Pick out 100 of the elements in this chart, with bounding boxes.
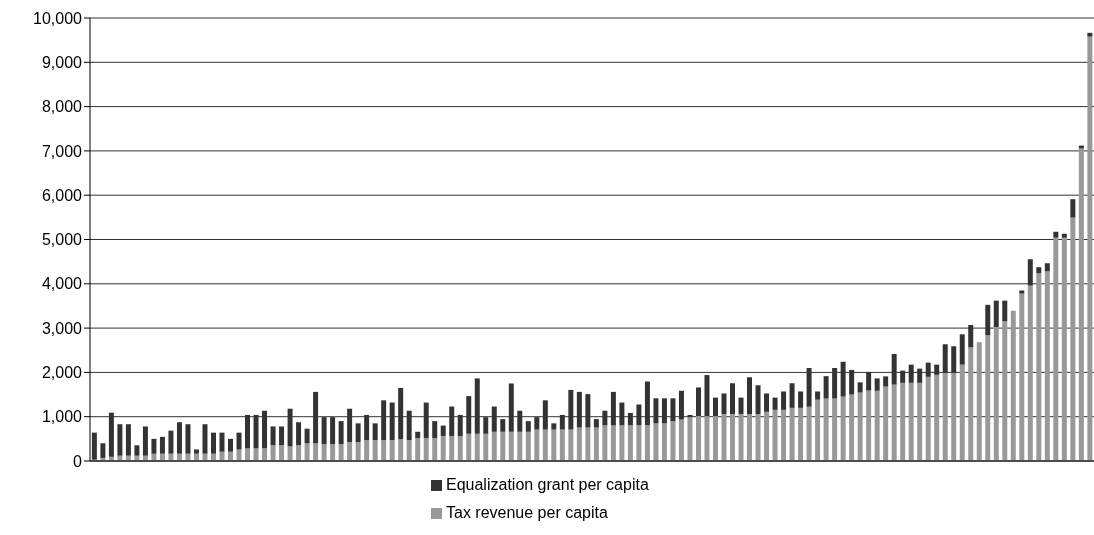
bar [951, 372, 957, 461]
bar [253, 414, 259, 449]
bar [1002, 321, 1008, 461]
bar [534, 429, 540, 461]
bar [806, 406, 812, 461]
bar [321, 444, 327, 461]
y-tick-label: 8,000 [41, 98, 83, 116]
bar [1044, 271, 1050, 461]
bar [270, 445, 276, 461]
bar [849, 394, 855, 461]
y-tick-label: 6,000 [41, 186, 83, 204]
bar [449, 406, 455, 436]
bar [1019, 290, 1025, 294]
bar [262, 448, 268, 461]
bar [764, 411, 770, 461]
bar [593, 419, 599, 428]
bar [738, 397, 744, 415]
y-tick-label: 4,000 [41, 275, 83, 293]
bar [381, 440, 387, 461]
bar [551, 429, 557, 461]
bar [934, 364, 940, 375]
bar [168, 430, 174, 454]
bar [381, 400, 387, 441]
bar [585, 427, 591, 461]
bar [815, 391, 821, 400]
bar [108, 412, 114, 457]
bar [866, 390, 872, 461]
bar [781, 391, 787, 410]
bar [661, 398, 667, 424]
bar [712, 397, 718, 417]
bar [968, 325, 974, 348]
bar [500, 431, 506, 461]
bar [832, 398, 838, 461]
bar [755, 414, 761, 461]
bar [568, 429, 574, 461]
bar [1053, 237, 1059, 461]
bar [721, 393, 727, 415]
bar [806, 367, 812, 407]
bar [338, 421, 344, 445]
bar [576, 391, 582, 428]
bar [551, 423, 557, 430]
bar [253, 448, 259, 461]
bar [849, 369, 855, 395]
bar [610, 391, 616, 426]
bar [1036, 267, 1042, 274]
legend-label: Equalization grant per capita [446, 476, 649, 494]
bar [687, 414, 693, 418]
bar [457, 414, 463, 436]
bar [678, 419, 684, 461]
bar [755, 385, 761, 415]
bar [313, 391, 319, 444]
bar [474, 378, 480, 434]
bar [985, 335, 991, 461]
bar [491, 431, 497, 461]
bar [457, 435, 463, 461]
bar [976, 342, 982, 461]
y-tick-label: 1,000 [41, 408, 83, 426]
bar [517, 410, 523, 432]
bar [415, 431, 421, 438]
bar [151, 438, 157, 454]
bar [874, 390, 880, 461]
bar [279, 426, 285, 446]
bar [959, 334, 965, 365]
bar [491, 406, 497, 432]
bar [483, 433, 489, 461]
bar [525, 431, 531, 461]
bar [364, 414, 370, 441]
bar [508, 383, 514, 432]
bar [636, 404, 642, 426]
bar [389, 440, 395, 461]
bar [1053, 231, 1059, 238]
bar [627, 425, 633, 461]
bar [415, 437, 421, 461]
bar [91, 432, 97, 460]
bar [372, 423, 378, 441]
bar [747, 414, 753, 461]
bar [398, 387, 404, 440]
bar [789, 407, 795, 461]
bar [704, 375, 710, 417]
bar [372, 440, 378, 461]
bar [772, 409, 778, 461]
bar [959, 364, 965, 461]
bar [840, 361, 846, 397]
bar [653, 423, 659, 461]
bar [925, 362, 931, 377]
bar [466, 433, 472, 461]
bar [304, 428, 310, 444]
bar [670, 421, 676, 461]
bar [866, 371, 872, 391]
bar [542, 429, 548, 461]
bar [789, 383, 795, 408]
bar [100, 443, 106, 458]
bar [270, 426, 276, 446]
bar [661, 423, 667, 461]
bar [695, 387, 701, 417]
bar [619, 425, 625, 461]
bar [364, 440, 370, 461]
bar [125, 424, 131, 456]
bar [287, 446, 293, 461]
bar [296, 445, 302, 461]
